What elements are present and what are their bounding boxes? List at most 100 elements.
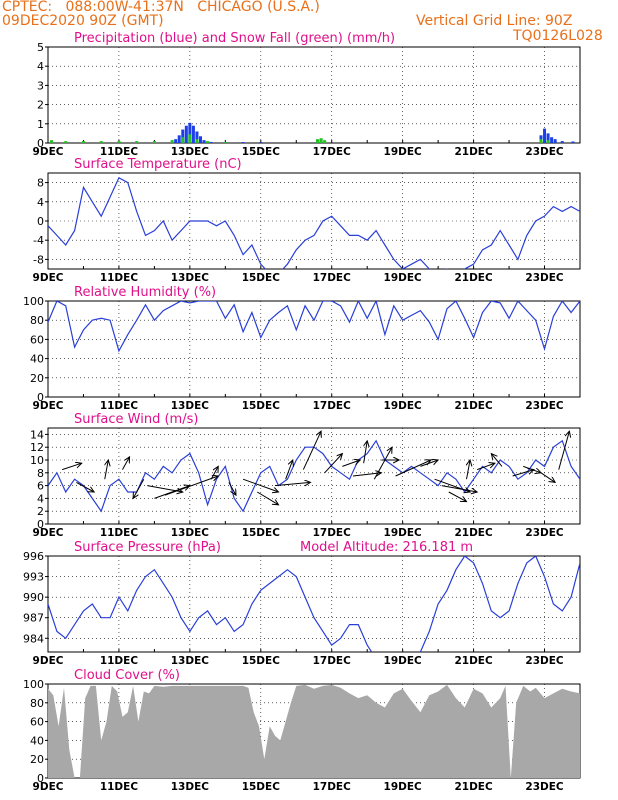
cloud-area [48,684,580,778]
y-tick-label: 5 [37,41,44,54]
x-tick-label: 11DEC [100,655,139,667]
series-line [48,556,580,652]
bar-green [99,141,103,143]
y-tick-label: 60 [30,333,44,346]
bar-blue [184,125,188,143]
bar-blue [177,135,181,143]
y-tick-label: 993 [23,571,44,584]
model-code: TQ0126L028 [513,28,603,44]
wind-arrow [363,441,368,464]
bar-blue [209,142,213,143]
y-tick-label: 8 [37,177,44,190]
x-tick-label: 13DEC [171,146,210,158]
bar-green [152,141,156,143]
y-tick-label: 12 [30,441,44,454]
y-tick-label: 0 [37,772,44,785]
wind-arrow [395,460,431,477]
x-tick-label: 9DEC [33,527,64,539]
x-tick-label: 11DEC [100,272,139,284]
x-tick-label: 17DEC [313,781,352,793]
wind-arrow [285,460,293,480]
location-line: CPTEC: 088:00W-41:37N CHICAGO (U.S.A.) [2,0,320,15]
y-tick-label: 80 [30,314,44,327]
x-tick-label: 15DEC [242,272,281,284]
x-tick-label: 19DEC [384,781,423,793]
y-tick-label: 0 [37,215,44,228]
x-tick-label: 19DEC [384,400,423,412]
x-tick-label: 13DEC [171,655,210,667]
x-tick-label: 13DEC [171,400,210,412]
x-tick-label: 23DEC [525,781,564,793]
x-tick-label: 23DEC [525,400,564,412]
bar-green [50,140,54,143]
y-tick-label: 8 [37,467,44,480]
x-tick-label: 13DEC [171,272,210,284]
x-tick-label: 15DEC [242,781,281,793]
series-line [48,176,580,269]
wind-arrow [76,481,94,492]
bar-green [546,140,550,143]
y-tick-label: 0 [37,137,44,150]
x-tick-label: 15DEC [242,146,281,158]
x-tick-label: 9DEC [33,781,64,793]
bar-blue [560,141,564,143]
y-tick-label: 4 [37,196,44,209]
x-tick-label: 19DEC [384,146,423,158]
y-tick-label: 14 [30,428,44,441]
x-tick-label: 9DEC [33,655,64,667]
bar-green [319,138,323,143]
x-tick-label: 19DEC [384,655,423,667]
y-tick-label: 20 [30,372,44,385]
x-tick-label: 17DEC [313,272,352,284]
y-tick-label: 20 [30,753,44,766]
x-tick-label: 21DEC [454,400,493,412]
bar-green [135,141,139,143]
panel-pres: 984 987 990 993 996 9DEC 11DEC 13DEC 15DEC 17DEC 1… [23,540,581,667]
x-tick-label: 23DEC [525,527,564,539]
x-tick-label: 21DEC [454,655,493,667]
y-tick-label: 40 [30,353,44,366]
bar-blue [550,137,554,143]
y-tick-label: 4 [37,492,44,505]
bar-blue [241,142,245,143]
wind-arrow [122,457,129,470]
panel-title: Surface Wind (m/s) [74,412,198,427]
wind-arrow [164,476,218,496]
bar-blue [546,133,550,143]
bar-green [195,139,199,143]
y-tick-label: 990 [23,591,44,604]
y-tick-label: 0 [37,391,44,404]
x-tick-label: 21DEC [454,527,493,539]
x-tick-label: 21DEC [454,781,493,793]
x-tick-label: 17DEC [313,400,352,412]
x-tick-label: 9DEC [33,400,64,412]
wind-arrow [352,473,381,476]
x-tick-label: 23DEC [525,655,564,667]
x-tick-label: 21DEC [454,272,493,284]
y-tick-label: 984 [23,632,44,645]
wind-arrow [133,478,145,498]
x-tick-label: 13DEC [171,527,210,539]
bar-blue [191,125,195,143]
panel-rh: 0 20 40 60 80 100 9DEC 11DEC 13DEC 15DEC 17DEC 19DE… [23,285,581,412]
x-tick-label: 15DEC [242,400,281,412]
wind-arrow [105,460,109,480]
x-tick-label: 17DEC [313,527,352,539]
bar-blue [174,139,178,143]
bar-green [539,139,543,143]
y-tick-label: 100 [23,678,44,691]
wind-arrow [228,482,236,495]
bar-blue [195,131,199,143]
y-tick-label: 2 [37,505,44,518]
wind-arrow [512,470,534,477]
y-tick-label: 1 [37,118,44,131]
x-tick-label: 11DEC [100,146,139,158]
panel-title: Relative Humidity (%) [74,285,216,300]
panel-frame [47,555,581,653]
y-tick-label: 80 [30,697,44,710]
bar-green [188,134,192,143]
wind-arrow [476,463,495,471]
x-tick-label: 23DEC [525,272,564,284]
wind-arrow [540,472,555,483]
